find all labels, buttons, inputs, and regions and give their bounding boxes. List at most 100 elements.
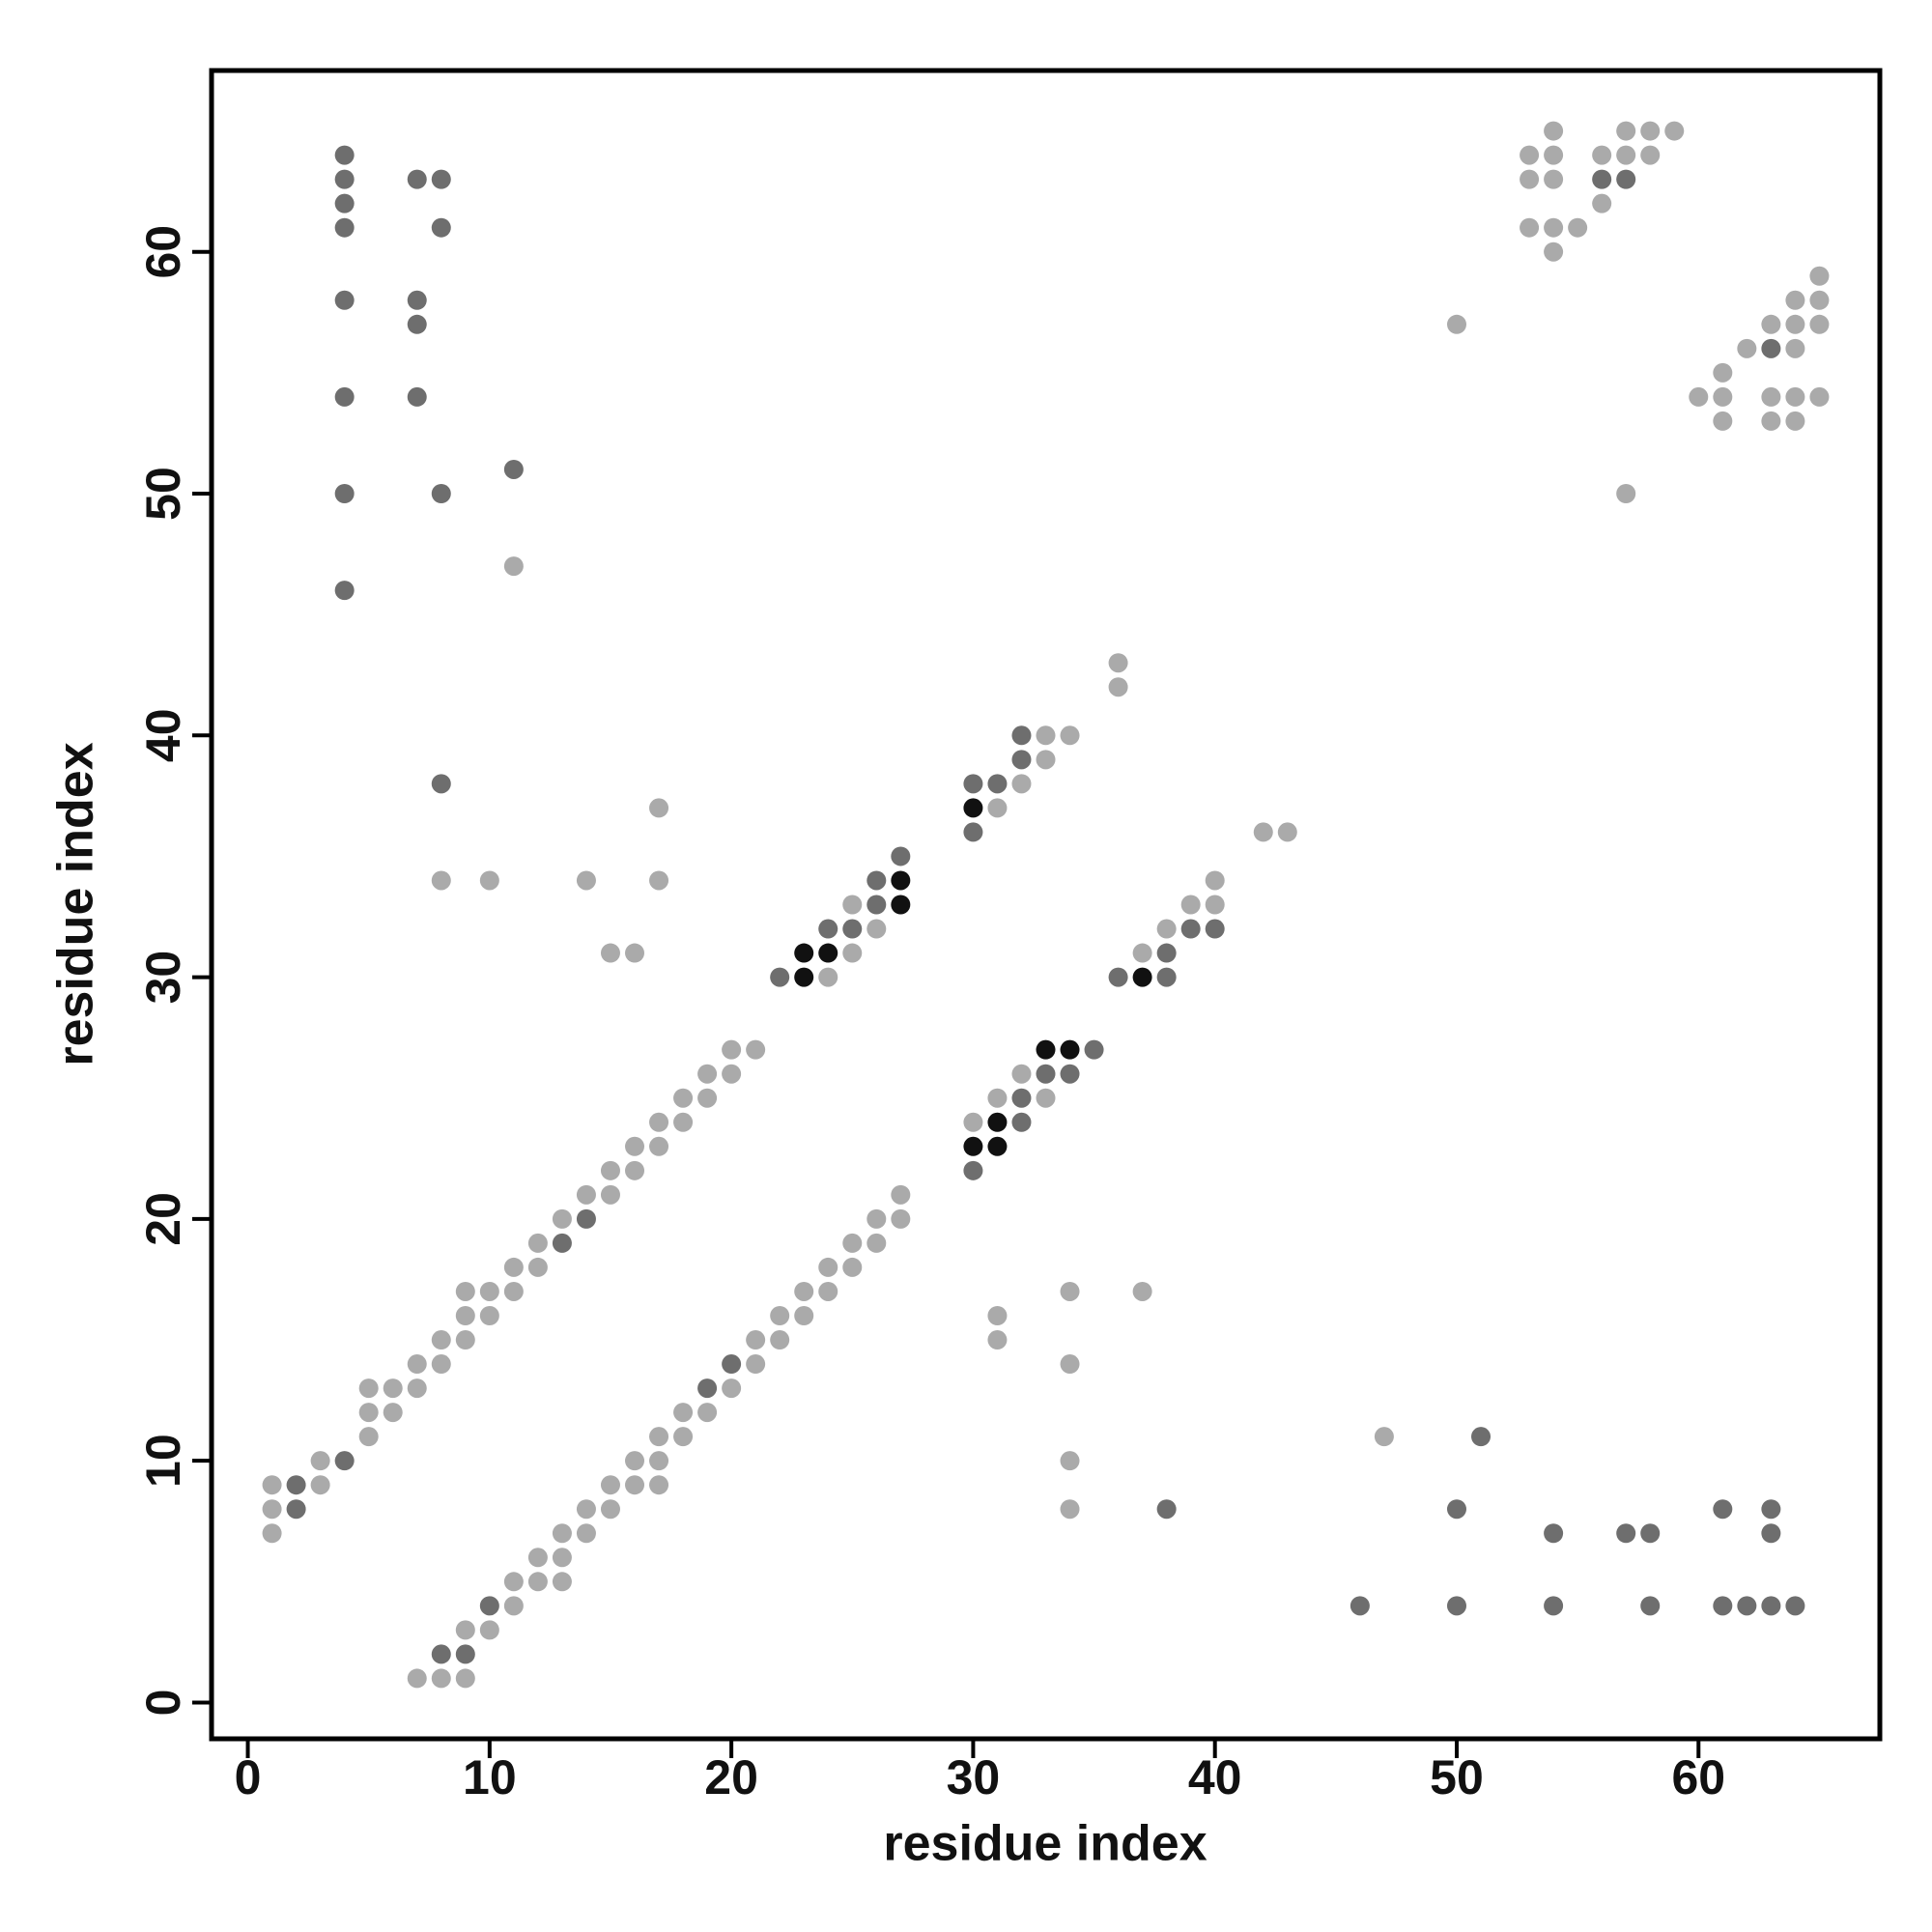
contact-point — [963, 1112, 983, 1132]
contact-point — [963, 1160, 983, 1180]
contact-point — [842, 1233, 863, 1253]
contact-point — [1520, 217, 1540, 238]
contact-point — [1156, 943, 1177, 963]
contact-point — [649, 798, 669, 818]
contact-point — [1471, 1427, 1492, 1447]
contact-point — [1737, 1596, 1757, 1616]
contact-point — [383, 1378, 403, 1399]
contact-point — [987, 1305, 1008, 1325]
contact-point — [649, 1475, 669, 1495]
contact-point — [455, 1330, 475, 1350]
contact-point — [1785, 290, 1805, 310]
contact-point — [963, 798, 983, 818]
contact-point — [407, 169, 427, 189]
contact-point — [794, 1281, 814, 1301]
contact-point — [1809, 266, 1830, 286]
contact-point — [576, 1523, 596, 1544]
contact-point — [867, 919, 887, 939]
contact-point — [1060, 1281, 1080, 1301]
contact-point — [383, 1403, 403, 1423]
x-tick-label: 60 — [1671, 1750, 1725, 1804]
contact-point — [1713, 386, 1733, 407]
contact-point — [503, 1596, 524, 1616]
contact-point — [649, 870, 669, 891]
contact-point — [527, 1233, 548, 1253]
contact-point — [1809, 386, 1830, 407]
contact-point — [286, 1499, 306, 1520]
contact-point — [625, 943, 645, 963]
contact-point — [818, 943, 838, 963]
contact-point — [1809, 314, 1830, 334]
contact-point — [1205, 895, 1225, 915]
contact-point — [1592, 169, 1612, 189]
contact-point — [431, 217, 451, 238]
contact-point — [1156, 1499, 1177, 1520]
contact-point — [552, 1523, 572, 1544]
contact-point — [1446, 314, 1466, 334]
contact-point — [1568, 217, 1588, 238]
contact-point — [1785, 338, 1805, 358]
contact-point — [1689, 386, 1709, 407]
contact-point — [770, 967, 790, 987]
contact-point — [842, 1257, 863, 1277]
contact-point — [1713, 1499, 1733, 1520]
contact-point — [1277, 822, 1297, 842]
contact-point — [1761, 1596, 1781, 1616]
contact-point — [1108, 677, 1128, 697]
contact-point — [527, 1572, 548, 1592]
contact-point — [431, 1668, 451, 1689]
contact-point — [479, 870, 499, 891]
contact-point — [1761, 314, 1781, 334]
contact-point — [310, 1475, 330, 1495]
contact-point — [262, 1475, 282, 1495]
contact-point — [1350, 1596, 1370, 1616]
contact-point — [334, 290, 355, 310]
contact-point — [407, 386, 427, 407]
contact-point — [600, 1499, 620, 1520]
contact-point — [407, 1354, 427, 1375]
contact-point — [649, 1112, 669, 1132]
contact-point — [963, 774, 983, 794]
contact-point — [794, 943, 814, 963]
y-tick-label: 10 — [136, 1434, 190, 1488]
contact-point — [1180, 895, 1201, 915]
contact-point — [1060, 725, 1080, 746]
y-tick-label: 0 — [136, 1690, 190, 1717]
contact-point — [600, 943, 620, 963]
contact-point — [1108, 653, 1128, 673]
contact-point — [1205, 919, 1225, 939]
contact-point — [649, 1451, 669, 1471]
contact-point — [1011, 1112, 1032, 1132]
contact-point — [431, 484, 451, 504]
contact-point — [334, 386, 355, 407]
contact-point — [1785, 314, 1805, 334]
contact-point — [1544, 121, 1564, 141]
contact-point — [697, 1064, 718, 1084]
contact-point — [697, 1088, 718, 1108]
contact-point — [576, 870, 596, 891]
contact-point — [552, 1233, 572, 1253]
contact-point — [552, 1208, 572, 1229]
contact-point — [1060, 1451, 1080, 1471]
contact-point — [1544, 169, 1564, 189]
contact-point — [527, 1548, 548, 1568]
contact-point — [431, 1644, 451, 1664]
contact-point — [1156, 919, 1177, 939]
contact-point — [1374, 1427, 1394, 1447]
contact-point — [262, 1523, 282, 1544]
contact-point — [1785, 411, 1805, 431]
contact-point — [1640, 121, 1661, 141]
contact-point — [1616, 145, 1636, 165]
contact-point — [697, 1378, 718, 1399]
contact-point — [673, 1112, 694, 1132]
contact-point — [1108, 967, 1128, 987]
contact-point — [1156, 967, 1177, 987]
contact-point — [358, 1427, 379, 1447]
contact-point — [1737, 338, 1757, 358]
y-tick-label: 40 — [136, 708, 190, 762]
contact-point — [818, 919, 838, 939]
y-tick-label: 20 — [136, 1192, 190, 1246]
contact-point — [1761, 1499, 1781, 1520]
contact-point — [334, 217, 355, 238]
